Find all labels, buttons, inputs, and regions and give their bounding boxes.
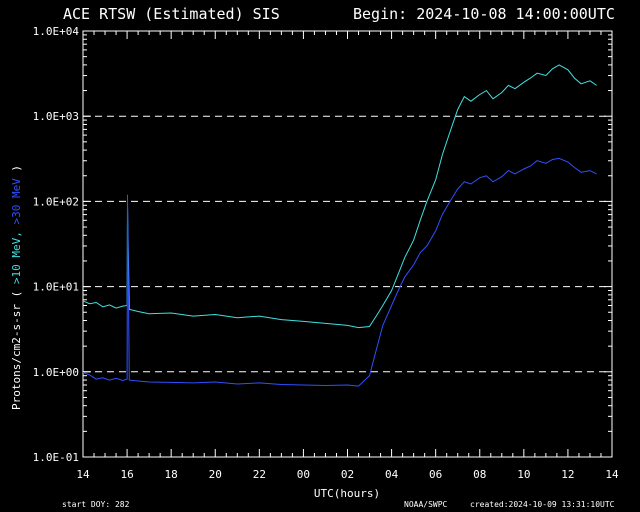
x-tick-label: 20 xyxy=(209,468,222,481)
series-line-1 xyxy=(82,157,597,387)
agency-label: NOAA/SWPC xyxy=(404,500,448,509)
series-line-0 xyxy=(82,64,597,329)
x-tick-label: 22 xyxy=(253,468,266,481)
grid-lines xyxy=(83,115,612,373)
x-tick-label: 08 xyxy=(473,468,486,481)
x-axis-ticks: 14 16 18 20 22 00 02 04 06 08 10 12 14 xyxy=(76,31,619,481)
x-tick-label: 14 xyxy=(605,468,619,481)
y-tick-label: 1.0E+03 xyxy=(33,110,79,123)
chart-title: ACE RTSW (Estimated) SIS xyxy=(63,5,280,23)
data-series xyxy=(82,64,597,387)
plot-frame xyxy=(82,30,613,458)
start-doy: start DOY: 282 xyxy=(62,500,130,509)
y-tick-label: 1.0E-01 xyxy=(33,451,79,464)
x-tick-label: 10 xyxy=(517,468,530,481)
x-tick-label: 02 xyxy=(341,468,354,481)
y-axis-label: Protons/cm2-s-sr ( >10 MeV, >30 MeV ) xyxy=(10,165,23,410)
x-tick-label: 14 xyxy=(76,468,90,481)
y-tick-label: 1.0E+04 xyxy=(33,25,80,38)
y-axis-ticks: 1.0E-01 1.0E+00 1.0E+01 1.0E+02 1.0E+03 1.0E+… xyxy=(33,25,612,464)
x-tick-label: 04 xyxy=(385,468,399,481)
x-tick-label: 12 xyxy=(561,468,574,481)
y-tick-label: 1.0E+02 xyxy=(33,195,79,208)
x-axis-label: UTC(hours) xyxy=(314,487,380,500)
x-tick-label: 16 xyxy=(120,468,133,481)
y-tick-label: 1.0E+00 xyxy=(33,366,79,379)
begin-time: Begin: 2024-10-08 14:00:00UTC xyxy=(353,5,615,23)
created-time: created:2024-10-09 13:31:10UTC xyxy=(470,500,615,509)
x-tick-label: 18 xyxy=(165,468,178,481)
x-tick-label: 00 xyxy=(297,468,310,481)
x-tick-label: 06 xyxy=(429,468,442,481)
y-tick-label: 1.0E+01 xyxy=(33,281,79,294)
